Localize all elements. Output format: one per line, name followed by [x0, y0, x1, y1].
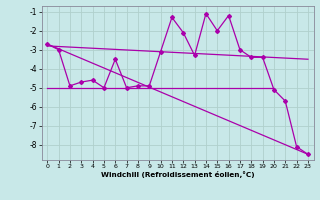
X-axis label: Windchill (Refroidissement éolien,°C): Windchill (Refroidissement éolien,°C) [101, 171, 254, 178]
